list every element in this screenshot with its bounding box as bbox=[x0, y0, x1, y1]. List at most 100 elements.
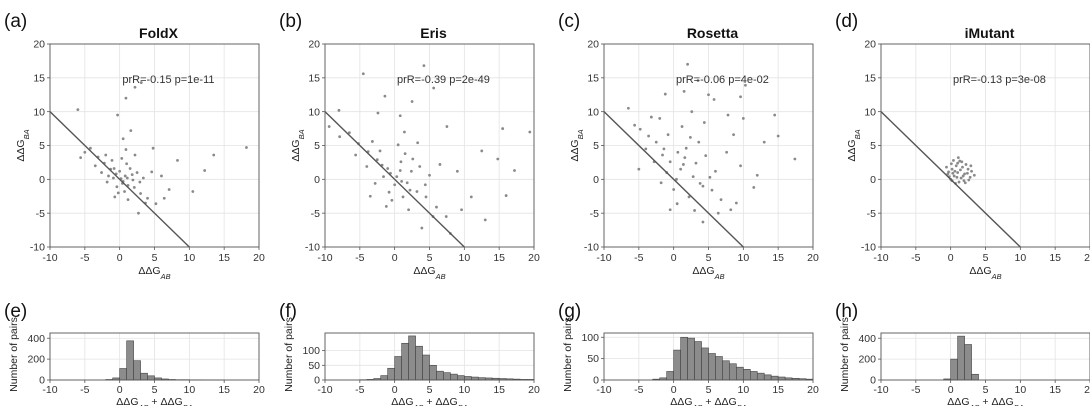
x-tick-label: -5 bbox=[634, 384, 643, 396]
data-point bbox=[398, 114, 402, 118]
data-point bbox=[368, 194, 372, 198]
x-axis-label: ΔΔGAB bbox=[692, 265, 724, 281]
data-point bbox=[403, 130, 406, 134]
data-point bbox=[961, 165, 964, 169]
x-tick-label: 5 bbox=[152, 384, 158, 396]
data-point bbox=[113, 195, 117, 199]
correlation-annotation: prR=-0.15 p=1e-11 bbox=[122, 74, 214, 86]
y-tick-label: -5 bbox=[590, 208, 599, 220]
data-point bbox=[139, 192, 142, 195]
data-point bbox=[701, 184, 705, 188]
data-point bbox=[729, 208, 733, 212]
histogram-b: -10 -5 0 5 10 15 20 0 50 100 (f) ΔΔGAB + ΔΔGBA Numbe… bbox=[279, 301, 540, 406]
histogram-bar bbox=[680, 336, 688, 381]
data-point bbox=[793, 157, 797, 161]
x-axis-label: ΔΔGAB + ΔΔGBA bbox=[670, 396, 746, 406]
data-point bbox=[528, 130, 532, 134]
data-point bbox=[504, 194, 508, 197]
x-tick-label: 20 bbox=[1084, 384, 1090, 396]
point-layer bbox=[325, 64, 532, 247]
y-tick-label: -10 bbox=[861, 242, 876, 254]
data-point bbox=[752, 186, 756, 189]
x-axis-label: ΔΔGAB + ΔΔGBA bbox=[391, 396, 467, 406]
y-tick-label: 10 bbox=[33, 106, 45, 118]
y-axis-label: ΔΔGBA bbox=[290, 129, 306, 161]
data-point bbox=[708, 175, 712, 179]
data-point bbox=[396, 143, 400, 147]
x-tick-label: 5 bbox=[427, 252, 433, 264]
data-point bbox=[123, 174, 127, 178]
data-point bbox=[707, 93, 710, 97]
x-tick-label: -10 bbox=[317, 384, 332, 396]
y-axis-label: Number of pairs bbox=[562, 317, 574, 392]
y-axis-label: Number of pairs bbox=[839, 317, 851, 392]
data-point bbox=[963, 181, 967, 185]
data-point bbox=[154, 202, 158, 206]
data-point bbox=[428, 173, 431, 177]
y-axis-label: Number of pairs bbox=[283, 317, 295, 392]
data-point bbox=[734, 201, 738, 205]
chart-title: FoldX bbox=[139, 25, 179, 41]
y-tick-label: 10 bbox=[308, 106, 320, 118]
y-tick-label: -5 bbox=[36, 208, 45, 220]
data-point bbox=[337, 108, 341, 112]
data-point bbox=[384, 205, 388, 208]
data-point bbox=[682, 163, 685, 166]
panel-label: (a) bbox=[4, 11, 27, 32]
y-tick-label: 5 bbox=[593, 140, 599, 152]
correlation-annotation: prR=-0.39 p=2e-49 bbox=[397, 74, 490, 86]
y-tick-label: 20 bbox=[587, 39, 599, 51]
data-point bbox=[354, 153, 358, 157]
y-tick-label: 0 bbox=[870, 174, 876, 186]
data-point bbox=[131, 178, 135, 182]
data-point bbox=[626, 106, 630, 110]
y-tick-label: 20 bbox=[33, 39, 45, 51]
data-point bbox=[701, 220, 705, 224]
y-tick-label: 400 bbox=[27, 333, 45, 345]
y-tick-label: 15 bbox=[864, 72, 876, 84]
y-axis-label: ΔΔGBA bbox=[15, 129, 31, 161]
data-point bbox=[455, 169, 459, 173]
x-tick-label: 10 bbox=[1014, 384, 1026, 396]
y-tick-label: -5 bbox=[867, 208, 876, 220]
data-point bbox=[964, 163, 968, 166]
y-tick-label: 0 bbox=[870, 375, 876, 387]
data-point bbox=[403, 152, 407, 156]
data-point bbox=[710, 188, 714, 192]
x-tick-label: -5 bbox=[634, 252, 643, 264]
data-point bbox=[949, 162, 953, 166]
panel-label: (g) bbox=[558, 301, 581, 322]
x-tick-label: 20 bbox=[253, 252, 265, 264]
data-point bbox=[118, 169, 122, 173]
data-point bbox=[110, 158, 114, 162]
histogram-bar bbox=[140, 372, 148, 381]
histogram-bar bbox=[126, 340, 134, 381]
x-tick-label: 20 bbox=[528, 384, 540, 396]
data-point bbox=[704, 154, 708, 158]
x-tick-label: -10 bbox=[317, 252, 332, 264]
data-point bbox=[956, 171, 960, 174]
point-layer bbox=[604, 62, 797, 247]
data-point bbox=[739, 95, 742, 99]
data-point bbox=[135, 171, 139, 174]
x-tick-label: 15 bbox=[1049, 252, 1061, 264]
y-tick-label: 0 bbox=[593, 174, 599, 186]
x-tick-label: -10 bbox=[596, 252, 611, 264]
data-point bbox=[111, 176, 115, 180]
x-tick-label: 10 bbox=[183, 384, 195, 396]
data-point bbox=[160, 174, 163, 178]
panel-label: (h) bbox=[835, 301, 858, 322]
y-tick-label: -10 bbox=[584, 242, 599, 254]
data-point bbox=[405, 181, 409, 185]
data-point bbox=[633, 123, 637, 127]
correlation-annotation: prR=-0.06 p=4e-02 bbox=[676, 74, 769, 86]
data-point bbox=[702, 121, 706, 124]
data-point bbox=[100, 171, 103, 174]
histogram-bar bbox=[422, 354, 430, 381]
x-tick-label: 15 bbox=[1049, 384, 1061, 396]
data-point bbox=[961, 174, 965, 178]
x-tick-label: 10 bbox=[183, 252, 195, 264]
x-tick-label: 0 bbox=[671, 384, 677, 396]
